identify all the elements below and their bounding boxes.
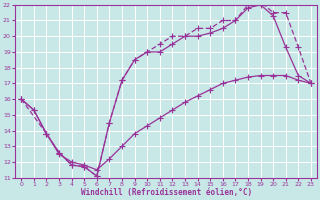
X-axis label: Windchill (Refroidissement éolien,°C): Windchill (Refroidissement éolien,°C) <box>81 188 252 197</box>
